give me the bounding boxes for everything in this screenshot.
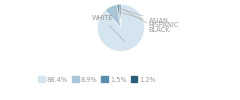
Text: BLACK: BLACK (122, 9, 170, 33)
Text: ASIAN: ASIAN (121, 9, 168, 24)
Legend: 88.4%, 8.9%, 1.5%, 1.2%: 88.4%, 8.9%, 1.5%, 1.2% (36, 74, 159, 85)
Wedge shape (117, 4, 121, 28)
Wedge shape (119, 4, 121, 28)
Text: WHITE: WHITE (91, 15, 125, 42)
Wedge shape (105, 5, 121, 28)
Text: HISPANIC: HISPANIC (115, 11, 179, 28)
Wedge shape (97, 4, 144, 51)
